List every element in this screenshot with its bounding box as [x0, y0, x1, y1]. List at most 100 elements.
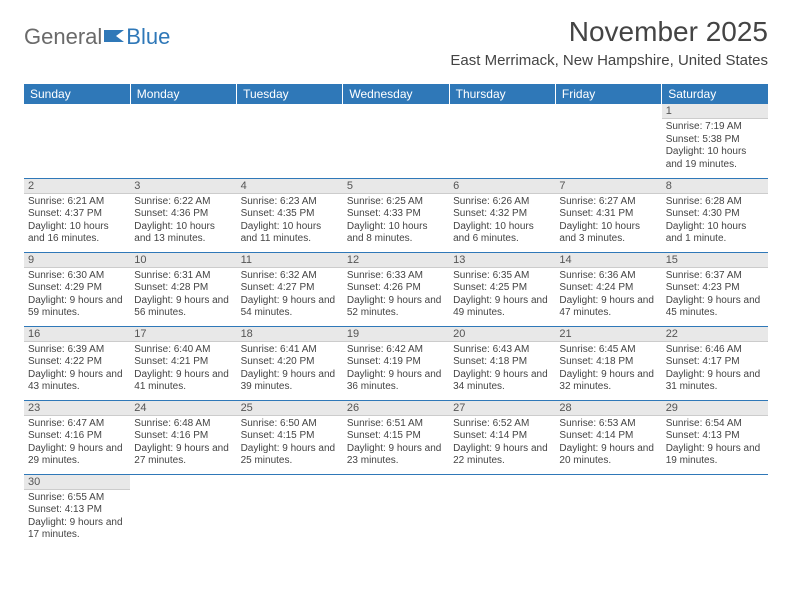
day-number: 1	[662, 104, 768, 119]
day-details: Sunrise: 6:41 AMSunset: 4:20 PMDaylight:…	[237, 342, 343, 396]
daylight-line: Daylight: 10 hours and 19 minutes.	[666, 146, 764, 171]
daylight-line: Daylight: 9 hours and 19 minutes.	[666, 443, 764, 468]
daylight-line: Daylight: 9 hours and 41 minutes.	[134, 369, 232, 394]
sunset-line: Sunset: 4:25 PM	[453, 282, 551, 295]
calendar-day: 25Sunrise: 6:50 AMSunset: 4:15 PMDayligh…	[237, 400, 343, 474]
logo-text-1: General	[24, 24, 102, 50]
daylight-line: Daylight: 9 hours and 17 minutes.	[28, 517, 126, 542]
calendar-empty	[343, 474, 449, 548]
sunset-line: Sunset: 4:29 PM	[28, 282, 126, 295]
sunrise-line: Sunrise: 6:28 AM	[666, 196, 764, 209]
daylight-line: Daylight: 10 hours and 1 minute.	[666, 221, 764, 246]
calendar-day: 27Sunrise: 6:52 AMSunset: 4:14 PMDayligh…	[449, 400, 555, 474]
day-details: Sunrise: 7:19 AMSunset: 5:38 PMDaylight:…	[662, 119, 768, 173]
calendar-day: 18Sunrise: 6:41 AMSunset: 4:20 PMDayligh…	[237, 326, 343, 400]
sunset-line: Sunset: 4:30 PM	[666, 208, 764, 221]
weekday-header: Friday	[555, 84, 661, 104]
sunrise-line: Sunrise: 6:47 AM	[28, 418, 126, 431]
daylight-line: Daylight: 10 hours and 16 minutes.	[28, 221, 126, 246]
calendar-day: 17Sunrise: 6:40 AMSunset: 4:21 PMDayligh…	[130, 326, 236, 400]
calendar-row: 1Sunrise: 7:19 AMSunset: 5:38 PMDaylight…	[24, 104, 768, 178]
day-details: Sunrise: 6:50 AMSunset: 4:15 PMDaylight:…	[237, 416, 343, 470]
weekday-header: Wednesday	[343, 84, 449, 104]
sunset-line: Sunset: 4:14 PM	[453, 430, 551, 443]
calendar-empty	[343, 104, 449, 178]
weekday-header: Thursday	[449, 84, 555, 104]
sunset-line: Sunset: 4:16 PM	[28, 430, 126, 443]
day-details: Sunrise: 6:21 AMSunset: 4:37 PMDaylight:…	[24, 194, 130, 248]
daylight-line: Daylight: 9 hours and 22 minutes.	[453, 443, 551, 468]
daylight-line: Daylight: 9 hours and 49 minutes.	[453, 295, 551, 320]
calendar-day: 23Sunrise: 6:47 AMSunset: 4:16 PMDayligh…	[24, 400, 130, 474]
day-details: Sunrise: 6:46 AMSunset: 4:17 PMDaylight:…	[662, 342, 768, 396]
calendar-day: 8Sunrise: 6:28 AMSunset: 4:30 PMDaylight…	[662, 178, 768, 252]
day-details: Sunrise: 6:55 AMSunset: 4:13 PMDaylight:…	[24, 490, 130, 544]
sunrise-line: Sunrise: 6:52 AM	[453, 418, 551, 431]
calendar-day: 12Sunrise: 6:33 AMSunset: 4:26 PMDayligh…	[343, 252, 449, 326]
daylight-line: Daylight: 9 hours and 56 minutes.	[134, 295, 232, 320]
calendar-day: 16Sunrise: 6:39 AMSunset: 4:22 PMDayligh…	[24, 326, 130, 400]
sunrise-line: Sunrise: 6:40 AM	[134, 344, 232, 357]
daylight-line: Daylight: 9 hours and 27 minutes.	[134, 443, 232, 468]
sunset-line: Sunset: 4:20 PM	[241, 356, 339, 369]
sunrise-line: Sunrise: 6:43 AM	[453, 344, 551, 357]
daylight-line: Daylight: 9 hours and 23 minutes.	[347, 443, 445, 468]
day-details: Sunrise: 6:52 AMSunset: 4:14 PMDaylight:…	[449, 416, 555, 470]
daylight-line: Daylight: 9 hours and 54 minutes.	[241, 295, 339, 320]
day-number: 20	[449, 327, 555, 342]
sunrise-line: Sunrise: 6:41 AM	[241, 344, 339, 357]
calendar-day: 10Sunrise: 6:31 AMSunset: 4:28 PMDayligh…	[130, 252, 236, 326]
daylight-line: Daylight: 9 hours and 43 minutes.	[28, 369, 126, 394]
calendar-empty	[555, 104, 661, 178]
day-number: 2	[24, 179, 130, 194]
daylight-line: Daylight: 9 hours and 34 minutes.	[453, 369, 551, 394]
day-number: 17	[130, 327, 236, 342]
sunset-line: Sunset: 4:19 PM	[347, 356, 445, 369]
daylight-line: Daylight: 10 hours and 3 minutes.	[559, 221, 657, 246]
day-details: Sunrise: 6:26 AMSunset: 4:32 PMDaylight:…	[449, 194, 555, 248]
calendar-empty	[662, 474, 768, 548]
calendar-day: 14Sunrise: 6:36 AMSunset: 4:24 PMDayligh…	[555, 252, 661, 326]
daylight-line: Daylight: 9 hours and 20 minutes.	[559, 443, 657, 468]
daylight-line: Daylight: 9 hours and 59 minutes.	[28, 295, 126, 320]
calendar-day: 7Sunrise: 6:27 AMSunset: 4:31 PMDaylight…	[555, 178, 661, 252]
day-number: 21	[555, 327, 661, 342]
sunrise-line: Sunrise: 6:33 AM	[347, 270, 445, 283]
weekday-header: Monday	[130, 84, 236, 104]
day-number: 6	[449, 179, 555, 194]
sunrise-line: Sunrise: 6:25 AM	[347, 196, 445, 209]
sunrise-line: Sunrise: 6:30 AM	[28, 270, 126, 283]
day-number: 7	[555, 179, 661, 194]
day-details: Sunrise: 6:22 AMSunset: 4:36 PMDaylight:…	[130, 194, 236, 248]
day-details: Sunrise: 6:27 AMSunset: 4:31 PMDaylight:…	[555, 194, 661, 248]
sunset-line: Sunset: 4:18 PM	[453, 356, 551, 369]
calendar-empty	[24, 104, 130, 178]
day-details: Sunrise: 6:40 AMSunset: 4:21 PMDaylight:…	[130, 342, 236, 396]
sunset-line: Sunset: 4:24 PM	[559, 282, 657, 295]
sunset-line: Sunset: 4:13 PM	[666, 430, 764, 443]
calendar-row: 23Sunrise: 6:47 AMSunset: 4:16 PMDayligh…	[24, 400, 768, 474]
sunset-line: Sunset: 4:31 PM	[559, 208, 657, 221]
daylight-line: Daylight: 10 hours and 8 minutes.	[347, 221, 445, 246]
daylight-line: Daylight: 10 hours and 13 minutes.	[134, 221, 232, 246]
day-details: Sunrise: 6:23 AMSunset: 4:35 PMDaylight:…	[237, 194, 343, 248]
day-details: Sunrise: 6:32 AMSunset: 4:27 PMDaylight:…	[237, 268, 343, 322]
day-number: 16	[24, 327, 130, 342]
day-number: 15	[662, 253, 768, 268]
calendar-day: 1Sunrise: 7:19 AMSunset: 5:38 PMDaylight…	[662, 104, 768, 178]
sunset-line: Sunset: 4:16 PM	[134, 430, 232, 443]
sunrise-line: Sunrise: 6:42 AM	[347, 344, 445, 357]
calendar-day: 21Sunrise: 6:45 AMSunset: 4:18 PMDayligh…	[555, 326, 661, 400]
calendar-day: 15Sunrise: 6:37 AMSunset: 4:23 PMDayligh…	[662, 252, 768, 326]
weekday-header: Sunday	[24, 84, 130, 104]
calendar-day: 6Sunrise: 6:26 AMSunset: 4:32 PMDaylight…	[449, 178, 555, 252]
sunrise-line: Sunrise: 6:22 AM	[134, 196, 232, 209]
sunset-line: Sunset: 4:37 PM	[28, 208, 126, 221]
logo-flag-icon	[102, 24, 126, 50]
daylight-line: Daylight: 9 hours and 47 minutes.	[559, 295, 657, 320]
calendar-day: 28Sunrise: 6:53 AMSunset: 4:14 PMDayligh…	[555, 400, 661, 474]
day-number: 23	[24, 401, 130, 416]
sunset-line: Sunset: 4:33 PM	[347, 208, 445, 221]
day-number: 12	[343, 253, 449, 268]
day-number: 18	[237, 327, 343, 342]
